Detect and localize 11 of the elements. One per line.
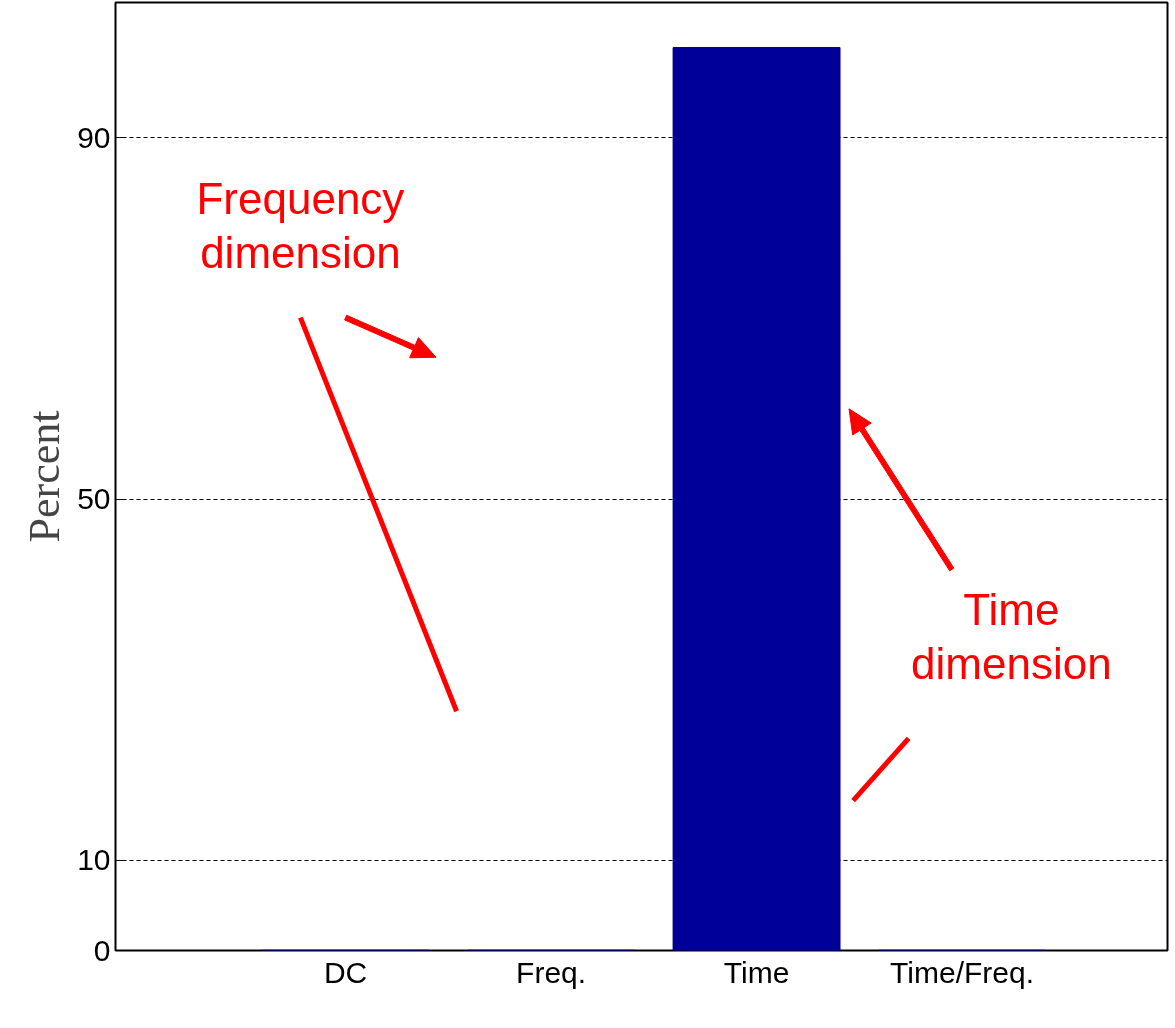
x-tick-label: Time/Freq. — [890, 955, 1034, 989]
x-tick-label: Time — [723, 955, 790, 989]
annotation: Frequency dimension — [196, 174, 405, 277]
y-axis-title: Percent — [20, 410, 70, 543]
y-tick-label: 10 — [77, 843, 111, 877]
y-tick-label: 50 — [77, 482, 111, 516]
x-tick-label: DC — [323, 955, 368, 989]
annotation: Time dimension — [911, 584, 1112, 688]
y-tick-label: 0 — [93, 933, 111, 967]
y-tick-label: 90 — [77, 120, 111, 154]
x-tick-label: Freq. — [516, 955, 587, 989]
